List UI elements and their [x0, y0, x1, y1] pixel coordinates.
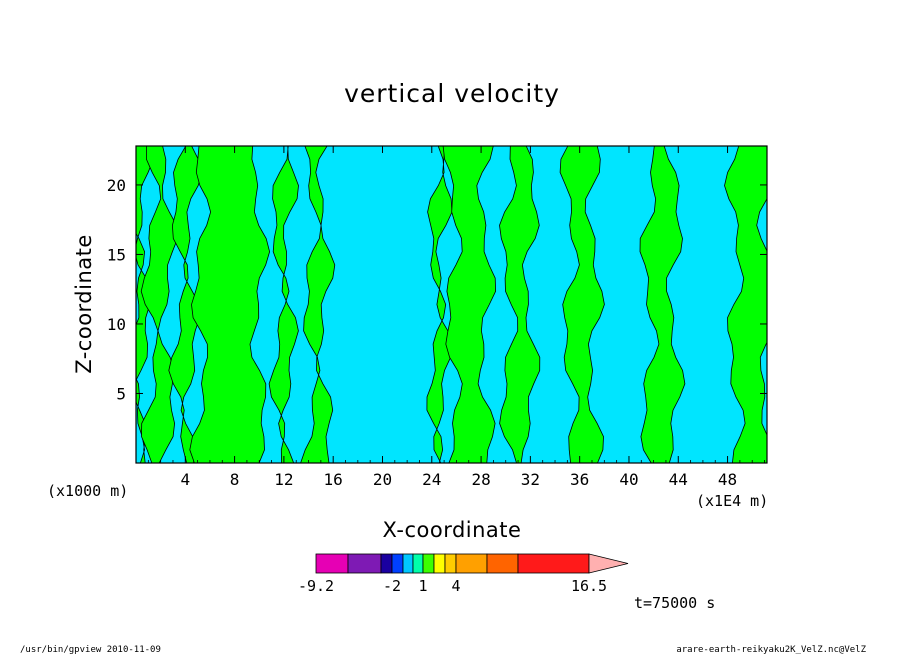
field-band [300, 146, 336, 463]
colorbar-segment [433, 553, 446, 574]
field-band [136, 146, 154, 463]
colorbar: -9.2 -2 1 4 16.5 [298, 553, 629, 595]
y-tick-label: 5 [116, 384, 126, 403]
colorbar-segment [402, 553, 414, 574]
x-tick-label: 20 [373, 470, 392, 489]
field-band [426, 146, 454, 463]
colorbar-segment [422, 553, 435, 574]
x-tick-label: 32 [521, 470, 540, 489]
field-band [268, 146, 299, 463]
colorbar-label: -9.2 [298, 577, 334, 595]
x-tick-label: 36 [570, 470, 589, 489]
colorbar-segment [315, 553, 349, 574]
plot-area [135, 145, 768, 464]
y-tick-label: 15 [107, 245, 126, 264]
time-label: t=75000 s [634, 594, 715, 612]
x-tick-label: 4 [180, 470, 190, 489]
field-band [724, 146, 767, 463]
footer-right: arare-earth-reikyaku2K_VelZ.nc@VelZ [676, 645, 866, 654]
x-scale-label: (x1E4 m) [696, 492, 768, 510]
colorbar-label: 1 [418, 577, 427, 595]
colorbar-segment [391, 553, 404, 574]
y-axis: 5 10 15 20 [107, 176, 767, 403]
field-band [639, 146, 686, 463]
x-axis-label: X-coordinate [383, 518, 522, 542]
y-tick-label: 20 [107, 176, 126, 195]
chart-title: vertical velocity [344, 79, 560, 108]
footer-left: /usr/bin/gpview 2010-11-09 [20, 645, 161, 654]
colorbar-extend-arrow [588, 553, 629, 574]
x-tick-label: 8 [230, 470, 240, 489]
x-tick-label: 48 [718, 470, 737, 489]
x-axis: 4 8 12 16 20 24 28 32 36 40 44 48 [147, 146, 765, 489]
colorbar-segment [455, 553, 488, 574]
y-axis-label: Z-coordinate [72, 234, 96, 374]
colorbar-label: -2 [383, 577, 401, 595]
x-tick-label: 44 [669, 470, 688, 489]
colorbar-segment [486, 553, 519, 574]
x-tick-label: 16 [324, 470, 343, 489]
colorbar-label: 4 [451, 577, 460, 595]
field-band [189, 146, 271, 463]
plot-frame [135, 145, 768, 464]
field-band [559, 146, 605, 463]
field-band [442, 146, 497, 463]
colorbar-segment [412, 553, 424, 574]
x-tick-label: 40 [619, 470, 638, 489]
field-band [168, 146, 203, 463]
field-band [499, 146, 541, 463]
x-tick-label: 24 [422, 470, 441, 489]
colorbar-segment [517, 553, 590, 574]
y-tick-label: 10 [107, 315, 126, 334]
x-unit-label: (x1000 m) [47, 482, 128, 500]
colorbar-label: 16.5 [571, 577, 607, 595]
x-tick-label: 28 [471, 470, 490, 489]
colorbar-segment [347, 553, 382, 574]
colorbar-segment [444, 553, 457, 574]
x-tick-label: 12 [274, 470, 293, 489]
colorbar-segment [380, 553, 393, 574]
